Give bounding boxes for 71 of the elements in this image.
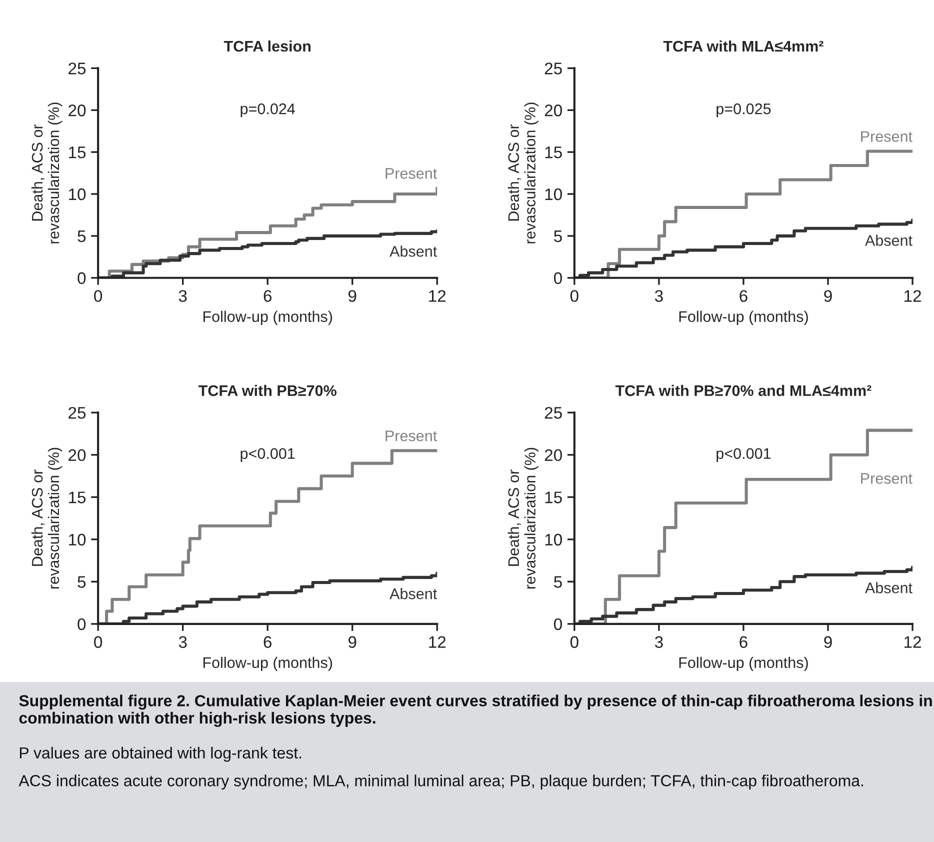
y-tick-label: 10: [545, 534, 562, 546]
y-tick-label: 5: [78, 230, 86, 242]
chart-title: TCFA lesion: [224, 40, 310, 52]
series-label: Present: [861, 473, 912, 484]
series-label: Absent: [390, 588, 437, 600]
series-label: Present: [861, 131, 912, 142]
x-tick-label: 6: [264, 290, 272, 302]
x-tick-label: 12: [904, 290, 921, 302]
x-axis-title: Follow-up (months): [679, 310, 808, 325]
annotation: p<0.001: [240, 448, 295, 462]
x-tick-label: 9: [824, 636, 832, 648]
x-tick-label: 12: [429, 290, 446, 302]
y-tick-label: 5: [78, 576, 86, 588]
x-axis-title: Follow-up (months): [203, 656, 332, 672]
y-tick-label: 15: [69, 492, 86, 504]
chart-title: TCFA with MLA≤4mm²: [663, 40, 824, 52]
series-label: Absent: [390, 246, 437, 257]
x-axis-title: Follow-up (months): [203, 310, 332, 325]
x-axis-title: Follow-up (months): [679, 656, 808, 672]
x-tick-label: 0: [94, 290, 102, 302]
x-tick-label: 9: [824, 290, 832, 302]
x-tick-label: 0: [570, 290, 578, 302]
y-tick-label: 20: [544, 449, 562, 462]
annotation: p=0.025: [716, 103, 771, 118]
x-tick-label: 12: [904, 636, 921, 648]
y-tick-label: 25: [68, 406, 86, 419]
chart-title: TCFA with PB≥70%: [198, 384, 336, 396]
series-label: Absent: [864, 234, 912, 246]
y-tick-label: 20: [68, 449, 86, 462]
y-tick-label: 25: [544, 406, 562, 419]
x-tick-label: 0: [570, 636, 578, 648]
text: Supplemental figure 2. Cumulative Kaplan-Meier event curves stratified by presence of thin-cap fibroatheroma lesions in combination with other high-risk lesions types.: [19, 694, 932, 727]
y-axis-title: Death, ACS or revascularization (%): [31, 102, 62, 244]
y-axis-title: Death, ACS or revascularization (%): [508, 102, 539, 244]
x-tick-label: 3: [178, 290, 187, 302]
y-tick-label: 5: [554, 576, 562, 588]
annotation: p=0.024: [240, 103, 295, 118]
y-axis-title: Death, ACS or revascularization (%): [31, 448, 62, 589]
text: ACS indicates acute coronary syndrome; MLA, minimal luminal area; PB, plaque burden; TCFA, thin-cap fibroatheroma.: [18, 774, 863, 790]
y-tick-label: 0: [554, 272, 562, 284]
y-tick-label: 25: [544, 62, 562, 74]
x-tick-label: 3: [654, 290, 663, 302]
text: P values are obtained with log-rank test.: [20, 746, 302, 762]
x-tick-label: 6: [264, 636, 272, 648]
series-label: Absent: [864, 582, 912, 594]
series-label: Present: [386, 430, 438, 442]
x-tick-label: 12: [429, 636, 446, 648]
y-tick-label: 0: [554, 618, 562, 630]
y-tick-label: 10: [69, 534, 86, 546]
y-tick-label: 20: [544, 104, 562, 116]
x-tick-label: 9: [348, 290, 356, 302]
chart-title: TCFA with PB≥70% and MLA≤4mm²: [615, 384, 872, 396]
y-tick-label: 0: [78, 618, 86, 630]
y-tick-label: 10: [69, 188, 86, 200]
x-tick-label: 6: [740, 636, 748, 648]
y-tick-label: 15: [545, 146, 562, 158]
y-tick-label: 10: [545, 188, 562, 200]
y-tick-label: 25: [68, 62, 86, 74]
y-tick-label: 15: [545, 492, 562, 504]
x-tick-label: 0: [94, 636, 102, 648]
y-tick-label: 0: [78, 272, 86, 284]
y-tick-label: 20: [68, 104, 86, 116]
y-axis-title: Death, ACS or revascularization (%): [508, 448, 539, 589]
x-tick-label: 3: [654, 636, 663, 648]
x-tick-label: 6: [740, 290, 748, 302]
annotation: p<0.001: [716, 448, 771, 462]
x-tick-label: 3: [178, 636, 187, 648]
y-tick-label: 15: [69, 146, 86, 158]
y-tick-label: 5: [554, 230, 562, 242]
series-label: Present: [386, 168, 438, 179]
x-tick-label: 9: [348, 636, 356, 648]
